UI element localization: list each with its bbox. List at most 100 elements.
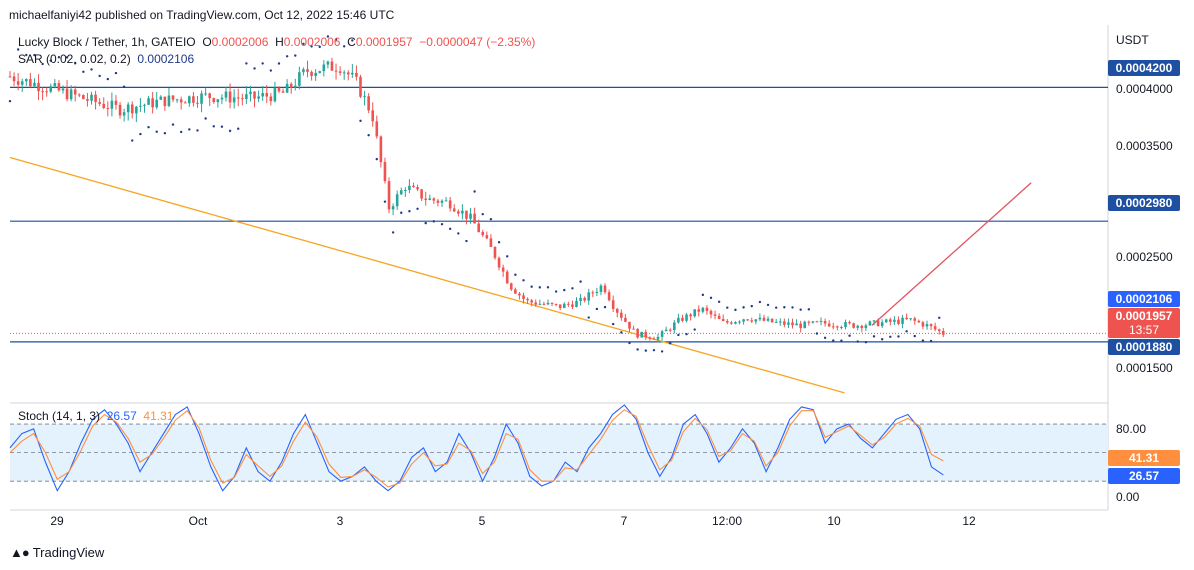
candle-body <box>135 106 138 114</box>
sar-dot <box>636 348 639 351</box>
tradingview-logo[interactable]: ▲● TradingView <box>10 545 104 560</box>
candle-body <box>571 304 574 307</box>
sar-dot <box>913 334 916 338</box>
sar-dot <box>440 223 444 226</box>
candle-body <box>493 246 497 258</box>
sar-label: SAR (0.02, 0.02, 0.2) <box>18 52 131 66</box>
sar-dot <box>709 296 713 300</box>
candle-body <box>836 326 839 328</box>
symbol-name[interactable]: Lucky Block / Tether, 1h, GATEIO <box>18 35 196 49</box>
sar-dot <box>90 68 93 71</box>
candle-body <box>770 318 774 323</box>
sar-dot <box>546 286 550 289</box>
candle-body <box>302 69 305 73</box>
trend-line-descending <box>9 156 845 394</box>
candle-body <box>791 322 794 326</box>
candle-body <box>636 328 639 338</box>
candle-body <box>734 322 737 324</box>
candle-body <box>933 326 937 330</box>
sar-dot <box>285 55 289 58</box>
candle-body <box>689 314 692 317</box>
sar-dot <box>750 304 753 308</box>
candle-body <box>82 95 85 100</box>
candle-body <box>591 292 595 294</box>
sar-dot <box>400 211 403 214</box>
sar-dot <box>318 45 321 49</box>
sar-legend[interactable]: SAR (0.02, 0.02, 0.2) 0.0002106 <box>18 52 194 66</box>
candle-body <box>416 187 419 190</box>
candle-body <box>742 319 745 322</box>
candle-body <box>925 324 929 327</box>
sar-dot <box>334 38 338 41</box>
candle-body <box>713 314 717 316</box>
candle-body <box>448 200 452 209</box>
candle-body <box>546 302 550 305</box>
candle-body <box>632 328 635 330</box>
candle-body <box>872 320 876 322</box>
candle-body <box>383 162 387 182</box>
sar-dot <box>432 220 436 223</box>
sar-price-tag: 0.0002106 <box>1108 291 1180 307</box>
sar-dot <box>171 123 175 126</box>
candle-body <box>285 83 289 93</box>
x-tick: 12 <box>962 514 976 528</box>
candle-body <box>399 190 403 195</box>
candle-body <box>379 136 383 163</box>
candle-body <box>620 312 623 318</box>
candle-body <box>261 93 264 97</box>
candle-body <box>644 331 648 338</box>
candle-body <box>86 99 89 101</box>
sar-dot <box>791 306 794 309</box>
sar-dot <box>595 307 599 311</box>
sar-dot <box>212 125 215 128</box>
stoch-legend[interactable]: Stoch (14, 1, 3) 26.57 41.31 <box>18 409 173 423</box>
sar-dot <box>391 231 395 234</box>
candle-body <box>917 320 921 323</box>
candle-body <box>905 317 908 320</box>
candle-body <box>188 96 191 104</box>
candle-body <box>457 211 460 214</box>
sar-dot <box>571 287 574 290</box>
sar-dot <box>74 62 77 65</box>
candle-body <box>681 317 684 321</box>
candle-body <box>705 307 709 311</box>
candle-body <box>607 292 611 301</box>
candle-body <box>139 105 142 107</box>
candle-body <box>298 72 301 86</box>
candle-body <box>98 102 101 104</box>
y-tick: 0.0001500 <box>1116 361 1173 375</box>
candle-body <box>159 96 163 100</box>
sar-dot <box>204 117 207 120</box>
hline-price-tag: 0.0001880 <box>1108 339 1180 355</box>
candle-body <box>318 71 322 73</box>
sar-dot <box>497 240 501 244</box>
x-tick: 7 <box>620 514 628 528</box>
sar-dot <box>734 308 737 312</box>
candle-body <box>717 315 721 319</box>
candle-body <box>913 318 917 321</box>
candle-body <box>346 72 350 75</box>
sar-dot <box>408 210 411 213</box>
candle-body <box>310 71 313 76</box>
candle-body <box>90 94 93 101</box>
candle-body <box>94 94 97 103</box>
sar-dot <box>872 335 876 338</box>
candle-body <box>65 88 69 100</box>
candle-body <box>367 96 370 111</box>
sar-dot <box>701 293 705 297</box>
sar-dot <box>237 127 240 130</box>
sar-dot <box>220 125 224 128</box>
tradingview-mark-icon: ▲● <box>10 545 30 560</box>
candle-body <box>73 89 77 95</box>
sar-dot <box>807 308 811 311</box>
candle-body <box>709 310 713 315</box>
candle-body <box>404 189 407 191</box>
sar-dot <box>628 341 631 345</box>
candle-body <box>819 321 823 323</box>
sar-dot <box>114 71 118 75</box>
candle-body <box>693 309 696 317</box>
sar-dot <box>147 126 150 129</box>
sar-dot <box>660 350 664 353</box>
sar-dot <box>652 348 656 352</box>
